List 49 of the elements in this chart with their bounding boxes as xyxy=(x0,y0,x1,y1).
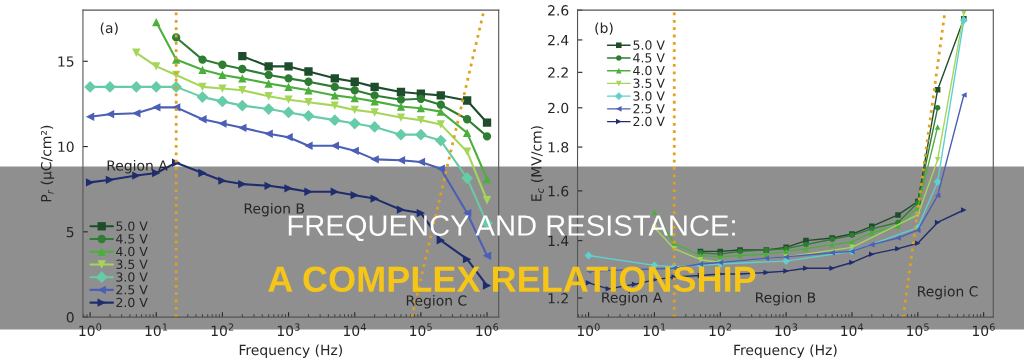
x-tick-label: 10$^{5}$ xyxy=(410,323,432,337)
y-tick-label: 2.2 xyxy=(548,67,568,78)
x-tick-label: 10$^{3}$ xyxy=(277,323,300,337)
legend-label: 3.5 V xyxy=(116,259,148,270)
y-tick-label: 15 xyxy=(58,56,74,67)
y-tick-label: 2.4 xyxy=(548,34,569,46)
y-axis-title: E$_{c}$ (MV/cm) xyxy=(530,126,544,201)
legend-label: 3.0 V xyxy=(116,272,148,282)
legend-label: 5.0 V xyxy=(633,40,665,50)
x-axis-title: Frequency (Hz) xyxy=(239,344,342,358)
x-tick-label: 10$^{6}$ xyxy=(972,323,995,337)
annotation: Region C xyxy=(918,285,978,300)
x-axis-title: Frequency (Hz) xyxy=(734,344,837,358)
x-tick-label: 10$^{6}$ xyxy=(476,323,499,337)
legend-label: 3.0 V xyxy=(633,91,665,101)
annotation: Region B xyxy=(756,291,816,306)
y-axis-title: P$_{r}$ (μC/cm²) xyxy=(40,125,55,202)
y-tick-label: 1.2 xyxy=(548,292,568,304)
annotation: (b) xyxy=(595,22,613,35)
legend-label: 4.0 V xyxy=(116,246,148,257)
annotation: Region A xyxy=(602,291,663,306)
y-tick-label: 10 xyxy=(58,141,74,153)
legend-label: 2.5 V xyxy=(633,103,665,114)
y-tick-label: 2.6 xyxy=(548,5,569,16)
x-tick-label: 10$^{0}$ xyxy=(79,323,102,337)
y-tick-label: 1.8 xyxy=(548,142,569,153)
legend-label: 4.5 V xyxy=(633,53,665,63)
legend-label: 2.0 V xyxy=(633,116,665,127)
annotation: Region C xyxy=(406,295,467,309)
y-tick-label: 2.0 xyxy=(548,102,569,114)
x-tick-label: 10$^{1}$ xyxy=(145,323,168,337)
x-tick-label: 10$^{4}$ xyxy=(344,323,366,337)
y-tick-label: 0 xyxy=(66,312,74,323)
y-tick-label: 1.6 xyxy=(548,185,569,197)
x-tick-label: 10$^{1}$ xyxy=(643,323,666,337)
legend-label: 2.5 V xyxy=(116,285,148,295)
x-tick-label: 10$^{4}$ xyxy=(841,323,864,337)
x-tick-label: 10$^{5}$ xyxy=(907,323,929,337)
x-tick-label: 10$^{0}$ xyxy=(577,323,600,337)
legend-label: 4.5 V xyxy=(116,234,148,244)
legend-label: 5.0 V xyxy=(116,221,148,231)
x-tick-label: 10$^{3}$ xyxy=(775,323,798,337)
legend-label: 2.0 V xyxy=(116,297,148,308)
legend-label: 4.0 V xyxy=(633,65,665,76)
y-tick-label: 5 xyxy=(66,226,74,238)
x-tick-label: 10$^{2}$ xyxy=(211,323,234,337)
legend-label: 3.5 V xyxy=(633,78,665,88)
annotation: (a) xyxy=(100,22,118,35)
x-tick-label: 10$^{2}$ xyxy=(709,323,732,337)
